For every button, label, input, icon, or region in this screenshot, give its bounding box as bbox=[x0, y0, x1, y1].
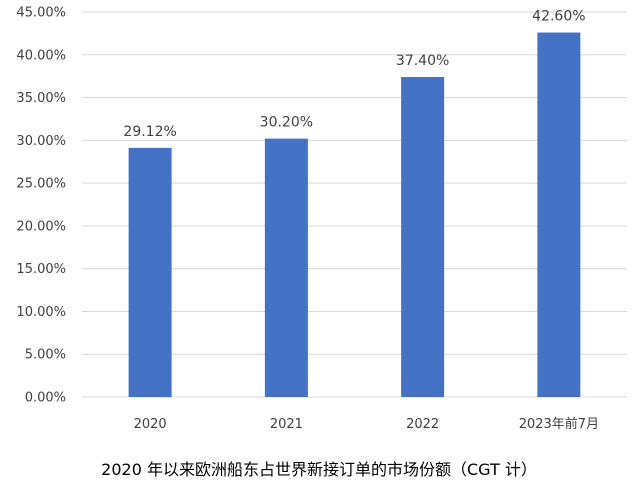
x-tick-label: 2020 bbox=[134, 417, 167, 432]
data-label: 42.60% bbox=[532, 9, 585, 25]
data-label: 29.12% bbox=[123, 124, 176, 140]
data-label: 30.20% bbox=[260, 115, 313, 131]
gridlines bbox=[82, 11, 627, 398]
x-tick-label: 2023年前7月 bbox=[519, 416, 599, 432]
bar bbox=[128, 147, 172, 397]
chart-title: 2020 年以来欧洲船东占世界新接订单的市场份额（CGT 计） bbox=[101, 460, 537, 479]
y-axis-tick-labels: 0.00% 5.00% 10.00% 15.00% 20.00% 25.00% 30.00%… bbox=[16, 6, 66, 406]
data-label: 37.40% bbox=[396, 53, 449, 69]
y-tick-label: 15.00% bbox=[16, 262, 66, 277]
market-share-bar-chart: 0.00% 5.00% 10.00% 15.00% 20.00% 25.00% 30.00%… bbox=[16, 6, 627, 432]
bar bbox=[264, 138, 308, 397]
bar bbox=[537, 32, 581, 398]
y-tick-label: 30.00% bbox=[16, 134, 66, 149]
x-tick-label: 2021 bbox=[270, 417, 303, 432]
bars bbox=[128, 32, 581, 398]
x-tick-label: 2022 bbox=[406, 417, 439, 432]
y-tick-label: 0.00% bbox=[25, 391, 66, 406]
y-tick-label: 20.00% bbox=[16, 219, 66, 234]
y-tick-label: 10.00% bbox=[16, 305, 66, 320]
x-axis-tick-labels: 2020 2021 2022 2023年前7月 bbox=[134, 416, 599, 432]
y-tick-label: 35.00% bbox=[16, 91, 66, 106]
y-tick-label: 45.00% bbox=[16, 6, 66, 21]
y-tick-label: 5.00% bbox=[25, 348, 66, 363]
y-tick-label: 40.00% bbox=[16, 48, 66, 63]
data-labels: 29.12% 30.20% 37.40% 42.60% bbox=[123, 9, 585, 140]
y-tick-label: 25.00% bbox=[16, 177, 66, 192]
bar bbox=[401, 77, 445, 398]
